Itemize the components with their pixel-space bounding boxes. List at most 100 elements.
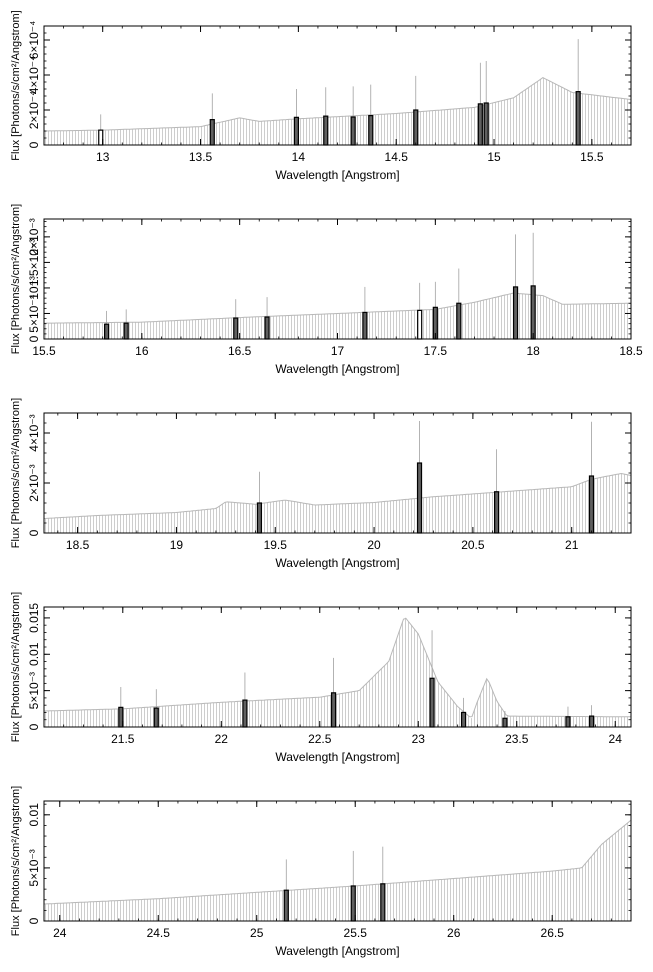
x-tick-label: 19.5 xyxy=(264,538,288,552)
x-tick-label: 21 xyxy=(565,538,579,552)
emission-line xyxy=(153,689,159,728)
line-flux-bar xyxy=(242,699,248,728)
emission-line xyxy=(209,93,215,146)
y-tick-label: 0 xyxy=(27,335,41,342)
emission-line xyxy=(242,672,248,728)
line-flux-bar xyxy=(502,717,508,728)
emission-line xyxy=(118,687,124,728)
line-flux-bar xyxy=(283,889,289,922)
x-tick-label: 17.5 xyxy=(424,344,448,358)
continuum-envelope xyxy=(43,617,631,718)
x-tick-label: 15.5 xyxy=(32,344,56,358)
y-tick-label: 5×10⁻⁴ xyxy=(27,294,41,333)
line-flux-bar xyxy=(118,706,124,728)
continuum-model xyxy=(45,823,628,921)
emission-line xyxy=(264,297,270,340)
x-tick-label: 25 xyxy=(250,926,264,940)
line-flux-bar xyxy=(575,91,581,146)
line-flux-bar xyxy=(368,114,374,146)
y-tick-label: 1.5×10⁻³ xyxy=(27,239,41,286)
y-axis-label: Flux [Photons/s/cm²/Angstrom] xyxy=(10,204,22,354)
x-tick-label: 16 xyxy=(135,344,149,358)
line-flux-bar xyxy=(416,462,423,534)
y-tick-label: 4×10⁻³ xyxy=(27,414,41,451)
line-flux-bar xyxy=(530,285,536,340)
y-axis-label: Flux [Photons/s/cm²/Angstrom] xyxy=(10,786,22,936)
line-flux-bar xyxy=(588,475,595,534)
x-tick-label: 18 xyxy=(526,344,540,358)
x-tick-label: 18.5 xyxy=(66,538,90,552)
emission-line xyxy=(429,630,435,728)
continuum-model xyxy=(45,473,628,533)
emission-line xyxy=(350,850,356,922)
emission-line xyxy=(283,859,289,922)
line-flux-bar xyxy=(233,317,239,340)
continuum-envelope xyxy=(43,472,632,519)
line-flux-bar xyxy=(477,103,483,146)
emission-line xyxy=(256,471,263,534)
x-axis-label: Wavelength [Angstrom] xyxy=(275,750,399,764)
emission-line xyxy=(417,282,423,340)
y-axis-label: Flux [Photons/s/cm²/Angstrom] xyxy=(10,398,22,548)
plot-frame xyxy=(43,800,632,922)
y-tick-label: 2×10⁻³ xyxy=(27,218,41,255)
emission-line xyxy=(456,268,462,340)
emission-line xyxy=(589,705,595,728)
x-tick-label: 22.5 xyxy=(308,732,332,746)
chart-panel-3: 18.5 19 19.5 20 20.5 21 0 2×10⁻³ 4×10⁻³ Wavelengt… xyxy=(10,398,632,570)
x-axis-label: Wavelength [Angstrom] xyxy=(275,168,399,182)
line-flux-bar xyxy=(589,715,595,728)
line-flux-bar xyxy=(98,129,104,146)
y-tick-label: 0 xyxy=(27,529,41,536)
x-tick-label: 21.5 xyxy=(111,732,135,746)
y-tick-label: 0 xyxy=(27,723,41,730)
emission-line xyxy=(416,421,423,534)
chart-panel-2: 15.5 16 16.5 17 17.5 18 18.5 0 5×10⁻⁴10⁻³1.5×10⁻… xyxy=(10,204,643,376)
x-axis-label: Wavelength [Angstrom] xyxy=(275,944,399,958)
emission-line xyxy=(233,299,239,340)
x-tick-label: 13 xyxy=(96,150,110,164)
y-tick-label: 0 xyxy=(27,141,41,148)
chart-panel-1: 13 13.5 14 14.5 15 15.5 0 2×10⁻⁴4×10⁻⁴6×10⁻⁴ Wav… xyxy=(10,10,632,182)
plot-frame xyxy=(43,218,632,340)
emission-line xyxy=(330,657,337,728)
y-tick-label: 4×10⁻⁴ xyxy=(27,56,41,95)
emission-line xyxy=(123,309,129,340)
y-tick-label: 5×10⁻³ xyxy=(27,672,41,709)
y-tick-label: 0.01 xyxy=(27,803,41,827)
x-axis-label: Wavelength [Angstrom] xyxy=(275,556,399,570)
y-tick-label: 2×10⁻³ xyxy=(27,464,41,501)
line-flux-bar xyxy=(413,109,419,146)
y-tick-label: 0.015 xyxy=(27,603,41,633)
emission-line xyxy=(362,286,368,340)
emission-line xyxy=(512,234,519,340)
x-tick-label: 18.5 xyxy=(619,344,643,358)
line-flux-bar xyxy=(330,692,337,728)
chart-panel-4: 21.5 22 22.5 23 23.5 24 0 5×10⁻³ 0.01 0.015 Wavele… xyxy=(10,592,632,764)
x-axis-label: Wavelength [Angstrom] xyxy=(275,362,399,376)
y-axis-label: Flux [Photons/s/cm²/Angstrom] xyxy=(10,592,22,742)
x-tick-label: 25.5 xyxy=(344,926,368,940)
line-flux-bar xyxy=(456,302,462,340)
chart-panel-5: 24 24.5 25 25.5 26 26.5 0 5×10⁻³ 0.01 Wavelength … xyxy=(10,786,632,958)
line-flux-bar xyxy=(256,502,263,534)
emission-line xyxy=(323,87,329,146)
continuum-envelope xyxy=(43,819,632,905)
y-tick-label: 6×10⁻⁴ xyxy=(27,21,41,60)
emission-line xyxy=(432,281,438,340)
emission-line xyxy=(502,711,508,728)
x-tick-label: 23.5 xyxy=(505,732,529,746)
x-tick-label: 26 xyxy=(447,926,461,940)
line-flux-bar xyxy=(293,116,300,146)
emission-line xyxy=(380,846,386,922)
line-flux-bar xyxy=(380,883,386,922)
line-flux-bar xyxy=(209,119,215,146)
line-flux-bar xyxy=(460,711,467,728)
y-tick-label: 10⁻³ xyxy=(27,276,41,300)
x-tick-label: 19 xyxy=(170,538,184,552)
x-tick-label: 14 xyxy=(292,150,306,164)
line-flux-bar xyxy=(417,309,423,340)
line-flux-bar xyxy=(512,286,519,340)
line-flux-bar xyxy=(123,322,129,340)
